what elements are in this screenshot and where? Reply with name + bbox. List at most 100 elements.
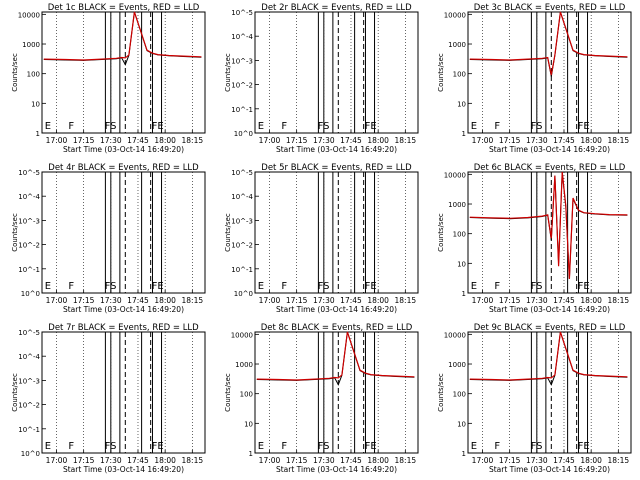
- x-tick-label: 17:30: [526, 136, 548, 145]
- x-axis-label: Start Time (03-Oct-14 16:49:20): [63, 465, 184, 474]
- x-tick-label: 17:00: [46, 136, 68, 145]
- y-tick-label: 1000: [448, 41, 466, 49]
- x-tick-label: 17:15: [499, 296, 521, 305]
- y-tick-label: 10^0: [234, 130, 253, 138]
- x-tick-label: 17:45: [127, 136, 149, 145]
- series-lld-line: [256, 331, 415, 381]
- x-tick-label: 18:00: [580, 136, 602, 145]
- x-tick-label: 17:45: [340, 456, 362, 465]
- flare-marker: FS: [318, 441, 330, 452]
- x-tick-label: 18:15: [608, 456, 630, 465]
- y-tick-label: 10^-4: [231, 193, 253, 201]
- x-tick-label: 17:00: [472, 456, 494, 465]
- y-axis-label: Counts/sec: [224, 373, 232, 412]
- x-tick-label: 17:00: [472, 136, 494, 145]
- x-tick-label: 18:15: [608, 296, 630, 305]
- flare-marker: FE: [365, 441, 377, 452]
- flare-marker: FE: [578, 441, 590, 452]
- x-tick-label: 17:45: [340, 136, 362, 145]
- flare-marker: E: [471, 441, 477, 452]
- flare-marker: FE: [365, 281, 377, 292]
- x-axis-label: Start Time (03-Oct-14 16:49:20): [63, 305, 184, 314]
- y-tick-label: 10^-1: [18, 266, 40, 274]
- x-tick-label: 18:15: [395, 296, 417, 305]
- x-tick-label: 18:15: [608, 136, 630, 145]
- flare-marker: FS: [531, 281, 543, 292]
- y-tick-label: 10^-5: [18, 329, 40, 337]
- x-tick-label: 17:00: [259, 456, 281, 465]
- y-tick-label: 100: [240, 391, 253, 399]
- flare-marker: F: [494, 441, 500, 452]
- x-tick-label: 17:30: [313, 136, 335, 145]
- x-tick-label: 17:00: [46, 296, 68, 305]
- x-axis-label: Start Time (03-Oct-14 16:49:20): [276, 305, 397, 314]
- series-events-line: [469, 11, 628, 77]
- x-tick-label: 18:00: [367, 456, 389, 465]
- plot-frame: [41, 171, 206, 294]
- y-tick-label: 10^-3: [231, 217, 253, 225]
- x-tick-label: 18:00: [580, 296, 602, 305]
- series-lld-line: [43, 11, 202, 61]
- x-axis-label: Start Time (03-Oct-14 16:49:20): [489, 305, 610, 314]
- x-tick-label: 17:45: [553, 296, 575, 305]
- y-tick-label: 100: [453, 391, 466, 399]
- y-tick-label: 10: [457, 100, 466, 108]
- x-tick-label: 17:15: [73, 136, 95, 145]
- y-tick-label: 10000: [444, 171, 466, 179]
- y-tick-label: 10^-3: [18, 377, 40, 385]
- flare-marker: FS: [531, 441, 543, 452]
- y-tick-label: 10: [457, 260, 466, 268]
- y-tick-label: 10^-2: [231, 82, 253, 90]
- flare-marker: E: [45, 121, 51, 132]
- y-tick-label: 10000: [18, 11, 40, 19]
- x-tick-label: 17:30: [313, 456, 335, 465]
- y-tick-label: 10^-5: [18, 169, 40, 177]
- y-tick-label: 10^0: [21, 290, 40, 298]
- x-axis-label: Start Time (03-Oct-14 16:49:20): [276, 145, 397, 154]
- plot-frame: [467, 171, 632, 294]
- flare-marker: F: [68, 281, 74, 292]
- panel-title: Det 5r BLACK = Events, RED = LLD: [261, 163, 412, 173]
- y-tick-label: 10^-1: [18, 426, 40, 434]
- x-tick-label: 17:45: [340, 296, 362, 305]
- flare-marker: FE: [152, 441, 164, 452]
- flare-marker: E: [45, 441, 51, 452]
- series-lld-line: [469, 171, 628, 279]
- y-tick-label: 10^-5: [231, 169, 253, 177]
- plot-frame: [254, 11, 419, 134]
- chart-panel-5: Det 5r BLACK = Events, RED = LLD 17:00 17:…: [224, 163, 419, 314]
- y-tick-label: 10^-4: [18, 193, 40, 201]
- y-tick-label: 10: [31, 100, 40, 108]
- y-tick-label: 10^-1: [231, 266, 253, 274]
- series-events-line: [469, 331, 628, 386]
- flare-marker: F: [494, 281, 500, 292]
- plot-frame: [467, 331, 632, 454]
- x-tick-label: 17:45: [127, 296, 149, 305]
- y-axis-label: Counts/sec: [224, 53, 232, 92]
- y-tick-label: 1: [249, 450, 253, 458]
- y-tick-label: 100: [453, 231, 466, 239]
- flare-marker: FS: [105, 281, 117, 292]
- x-tick-label: 18:15: [182, 456, 204, 465]
- x-tick-label: 17:45: [127, 456, 149, 465]
- flare-marker: E: [471, 281, 477, 292]
- chart-panel-9: Det 9c BLACK = Events, RED = LLD 17:00 17:…: [437, 323, 632, 474]
- panel-title: Det 3c BLACK = Events, RED = LLD: [474, 3, 626, 13]
- panel-title: Det 7r BLACK = Events, RED = LLD: [48, 323, 199, 333]
- y-tick-label: 100: [27, 71, 40, 79]
- chart-panel-3: Det 3c BLACK = Events, RED = LLD 17:00 17:…: [437, 3, 632, 154]
- panel-title: Det 9c BLACK = Events, RED = LLD: [474, 323, 626, 333]
- flare-marker: E: [258, 121, 264, 132]
- series-events-line: [43, 11, 202, 66]
- chart-panel-2: Det 2r BLACK = Events, RED = LLD 17:00 17:…: [224, 3, 419, 154]
- plot-frame: [254, 171, 419, 294]
- x-tick-label: 18:00: [580, 456, 602, 465]
- x-tick-label: 17:30: [526, 456, 548, 465]
- x-axis-label: Start Time (03-Oct-14 16:49:20): [63, 145, 184, 154]
- y-axis-label: Counts/sec: [437, 213, 445, 252]
- y-axis-label: Counts/sec: [437, 53, 445, 92]
- flare-marker: E: [45, 281, 51, 292]
- chart-panel-6: Det 6c BLACK = Events, RED = LLD 17:00 17:…: [437, 163, 632, 314]
- y-axis-label: Counts/sec: [11, 213, 19, 252]
